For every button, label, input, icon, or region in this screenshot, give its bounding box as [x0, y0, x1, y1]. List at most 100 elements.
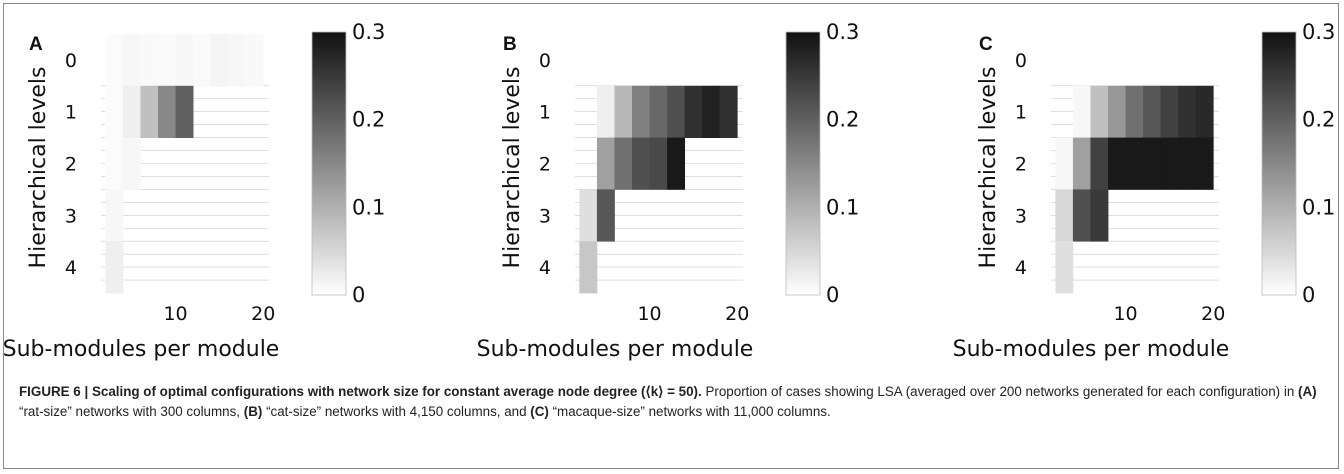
- y-tick-label: 4: [65, 257, 77, 279]
- caption-text-3: “cat-size” networks with 4,150 columns, …: [262, 404, 531, 419]
- colorbar-tick-label: 0.2: [1302, 108, 1335, 132]
- heatmap-cell: [579, 241, 598, 294]
- heatmap-cells: [1055, 85, 1214, 294]
- panel-c: C 0 1 2 3 4 10 20 Sub-modules per module Hierarch…: [953, 20, 1336, 362]
- colorbar-tick-label: 0.1: [826, 195, 859, 219]
- heatmap-cell: [1143, 137, 1162, 190]
- x-tick-label: 10: [637, 303, 661, 325]
- heatmap-cell: [614, 85, 633, 138]
- panel-letter: B: [503, 34, 517, 55]
- colorbar-tick-label: 0.1: [1302, 195, 1335, 219]
- heatmap-cells: [579, 85, 738, 294]
- y-tick-label: 1: [65, 102, 77, 124]
- colorbar-tick-label: 0.3: [352, 20, 385, 44]
- heatmap-cell: [632, 137, 650, 190]
- figure-caption: FIGURE 6 | Scaling of optimal configurat…: [19, 382, 1319, 422]
- heatmap-cell: [210, 34, 229, 87]
- colorbar-tick-label: 0: [1302, 283, 1315, 307]
- heatmap-cell: [632, 85, 650, 138]
- heatmap-cell: [105, 189, 124, 242]
- colorbar-tick-label: 0.2: [826, 108, 859, 132]
- y-tick-label: 4: [539, 257, 551, 279]
- heatmap-cell: [1108, 137, 1126, 190]
- x-tick-label: 10: [163, 303, 187, 325]
- heatmap-cell: [596, 137, 615, 190]
- heatmap-cell: [158, 34, 176, 87]
- y-tick-label: 3: [1015, 205, 1027, 227]
- caption-text-2: “rat-size” networks with 300 columns,: [19, 404, 244, 419]
- heatmap-cell: [1090, 85, 1109, 138]
- panel-letter: A: [29, 34, 43, 55]
- heatmap-cell: [684, 85, 703, 138]
- y-tick-label: 2: [539, 154, 551, 176]
- colorbar-tick-label: 0.1: [352, 195, 385, 219]
- colorbar-tick-label: 0.3: [1302, 20, 1335, 44]
- heatmap-cell: [122, 85, 141, 138]
- heatmap-cell: [228, 34, 247, 87]
- y-axis-label: Hierarchical levels: [500, 67, 525, 269]
- heatmap-cell: [596, 189, 615, 242]
- heatmap-cell: [105, 137, 124, 190]
- heatmap-cell: [1108, 85, 1126, 138]
- heatmap-cell: [105, 34, 124, 87]
- y-tick-label: 2: [1015, 154, 1027, 176]
- x-tick-label: 20: [725, 303, 749, 325]
- y-tick-label: 1: [1015, 102, 1027, 124]
- panel-a: A 0 1 2 3 4 10 20 Sub-modules per module Hierarch…: [3, 20, 386, 362]
- y-tick-label: 3: [65, 205, 77, 227]
- heatmap-cell: [105, 85, 124, 138]
- heatmap-cell: [1160, 137, 1179, 190]
- y-tick-label: 4: [1015, 257, 1027, 279]
- heatmap-cell: [1072, 137, 1091, 190]
- heatmap-cell: [649, 137, 668, 190]
- heatmap-cell: [193, 34, 212, 87]
- x-axis-label: Sub-modules per module: [953, 337, 1230, 362]
- heatmap-cell: [1055, 189, 1074, 242]
- heatmap-cell: [1125, 137, 1144, 190]
- caption-title: FIGURE 6 | Scaling of optimal configurat…: [19, 384, 702, 399]
- caption-label-a: (A): [1298, 384, 1317, 399]
- heatmap-cell: [175, 34, 194, 87]
- y-tick-label: 1: [539, 102, 551, 124]
- colorbar-tick-label: 0: [352, 283, 365, 307]
- heatmap-cell: [1125, 85, 1144, 138]
- x-axis-label: Sub-modules per module: [477, 337, 754, 362]
- heatmap-cell: [1143, 85, 1162, 138]
- heatmap-cell: [1090, 137, 1109, 190]
- colorbar-tick-label: 0: [826, 283, 839, 307]
- colorbar: [311, 31, 347, 296]
- y-tick-label: 3: [539, 205, 551, 227]
- heatmap-cell: [158, 85, 176, 138]
- heatmap-cell: [1178, 137, 1197, 190]
- heatmap-cell: [649, 85, 668, 138]
- heatmap-cell: [1160, 85, 1179, 138]
- caption-text-4: “macaque-size” networks with 11,000 colu…: [548, 404, 831, 419]
- y-tick-label: 2: [65, 154, 77, 176]
- heatmap-cell: [1195, 85, 1214, 138]
- x-tick-label: 10: [1113, 303, 1137, 325]
- panel-b: B 0 1 2 3 4 10 20 Sub-modules per module Hierarch…: [477, 20, 860, 362]
- heatmap-cell: [579, 189, 598, 242]
- heatmap-cell: [1178, 85, 1197, 138]
- heatmap-cell: [667, 137, 686, 190]
- caption-text-1: Proportion of cases showing LSA (average…: [701, 384, 1298, 399]
- colorbar: [1261, 31, 1297, 296]
- colorbar-tick-label: 0.2: [352, 108, 385, 132]
- heatmap-cell: [140, 85, 159, 138]
- heatmap-cell: [122, 34, 141, 87]
- x-tick-label: 20: [251, 303, 275, 325]
- heatmap-cell: [122, 137, 141, 190]
- colorbar-tick-label: 0.3: [826, 20, 859, 44]
- heatmap-cell: [1055, 137, 1074, 190]
- colorbar: [785, 31, 821, 296]
- caption-label-b: (B): [243, 404, 263, 419]
- x-tick-label: 20: [1201, 303, 1225, 325]
- y-tick-label: 0: [1015, 50, 1027, 72]
- heatmap-cell: [175, 85, 194, 138]
- heatmap-cell: [719, 85, 738, 138]
- heatmap-cells: [105, 34, 264, 294]
- heatmap-cell: [614, 137, 633, 190]
- heatmap-cell: [702, 85, 721, 138]
- heatmap-cell: [1055, 241, 1074, 294]
